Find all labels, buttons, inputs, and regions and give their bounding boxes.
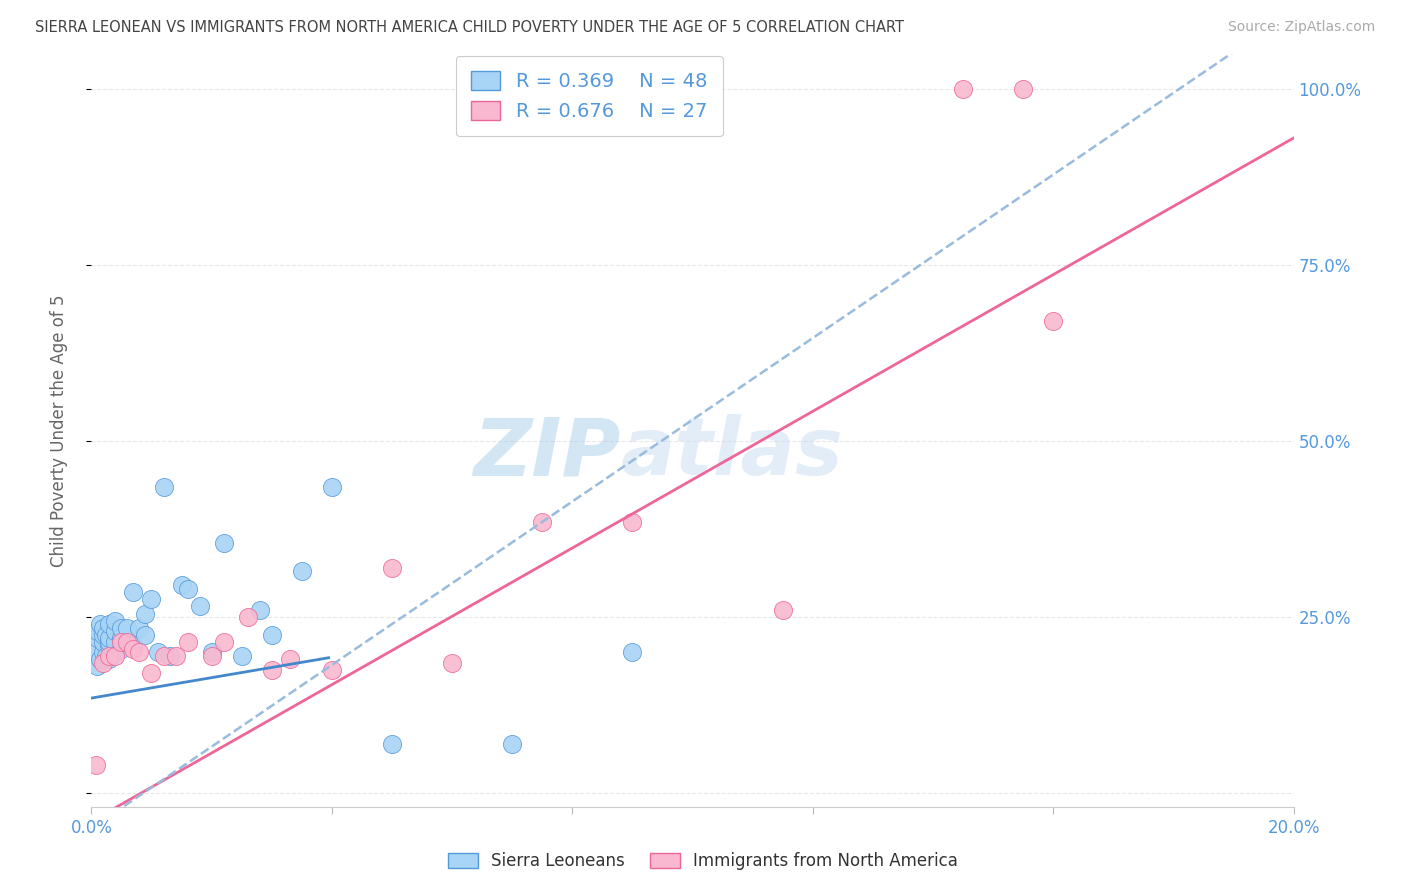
Point: [159, 648, 181, 663]
Point: [117, 621, 139, 635]
Point: [531, 515, 554, 529]
Point: [96, 628, 118, 642]
Point: [278, 652, 301, 666]
Point: [236, 610, 259, 624]
Point: [128, 645, 150, 659]
Point: [122, 638, 145, 652]
Point: [381, 560, 404, 574]
Point: [152, 480, 174, 494]
Point: [110, 621, 132, 635]
Point: [176, 582, 198, 596]
Point: [152, 648, 174, 663]
Text: SIERRA LEONEAN VS IMMIGRANTS FROM NORTH AMERICA CHILD POVERTY UNDER THE AGE OF 5: SIERRA LEONEAN VS IMMIGRANTS FROM NORTH …: [35, 20, 904, 35]
Point: [104, 645, 127, 659]
Point: [93, 645, 115, 659]
Point: [93, 621, 115, 635]
Point: [201, 648, 224, 663]
Legend: R = 0.369    N = 48, R = 0.676    N = 27: R = 0.369 N = 48, R = 0.676 N = 27: [456, 55, 723, 136]
Point: [501, 737, 523, 751]
Point: [98, 631, 121, 645]
Point: [165, 648, 187, 663]
Point: [260, 663, 283, 677]
Legend: Sierra Leoneans, Immigrants from North America: Sierra Leoneans, Immigrants from North A…: [441, 846, 965, 877]
Point: [176, 634, 198, 648]
Point: [93, 656, 115, 670]
Point: [104, 624, 127, 639]
Point: [104, 634, 127, 648]
Point: [260, 628, 283, 642]
Point: [122, 585, 145, 599]
Point: [141, 666, 163, 681]
Point: [110, 641, 132, 656]
Point: [86, 631, 108, 645]
Point: [128, 621, 150, 635]
Point: [440, 656, 463, 670]
Point: [212, 634, 235, 648]
Point: [291, 564, 314, 578]
Point: [84, 758, 107, 772]
Point: [122, 641, 145, 656]
Point: [952, 81, 974, 95]
Point: [104, 648, 127, 663]
Text: ZIP: ZIP: [472, 414, 620, 492]
Point: [1012, 81, 1035, 95]
Point: [321, 663, 343, 677]
Point: [104, 614, 127, 628]
Point: [321, 480, 343, 494]
Point: [98, 617, 121, 632]
Point: [98, 638, 121, 652]
Point: [231, 648, 253, 663]
Point: [621, 645, 644, 659]
Point: [98, 634, 121, 648]
Point: [86, 624, 108, 639]
Point: [89, 617, 111, 632]
Point: [134, 607, 156, 621]
Point: [89, 652, 111, 666]
Point: [110, 631, 132, 645]
Point: [381, 737, 404, 751]
Point: [93, 634, 115, 648]
Point: [110, 634, 132, 648]
Point: [772, 603, 794, 617]
Point: [201, 645, 224, 659]
Point: [146, 645, 169, 659]
Point: [170, 578, 193, 592]
Point: [117, 634, 139, 648]
Point: [141, 592, 163, 607]
Point: [98, 648, 121, 663]
Point: [83, 645, 105, 659]
Point: [134, 628, 156, 642]
Point: [86, 659, 108, 673]
Y-axis label: Child Poverty Under the Age of 5: Child Poverty Under the Age of 5: [49, 294, 67, 566]
Point: [621, 515, 644, 529]
Point: [117, 634, 139, 648]
Text: atlas: atlas: [620, 414, 844, 492]
Point: [212, 536, 235, 550]
Point: [471, 81, 494, 95]
Point: [249, 603, 271, 617]
Point: [188, 599, 211, 614]
Point: [1042, 314, 1064, 328]
Text: Source: ZipAtlas.com: Source: ZipAtlas.com: [1227, 20, 1375, 34]
Point: [93, 628, 115, 642]
Point: [98, 652, 121, 666]
Point: [96, 648, 118, 663]
